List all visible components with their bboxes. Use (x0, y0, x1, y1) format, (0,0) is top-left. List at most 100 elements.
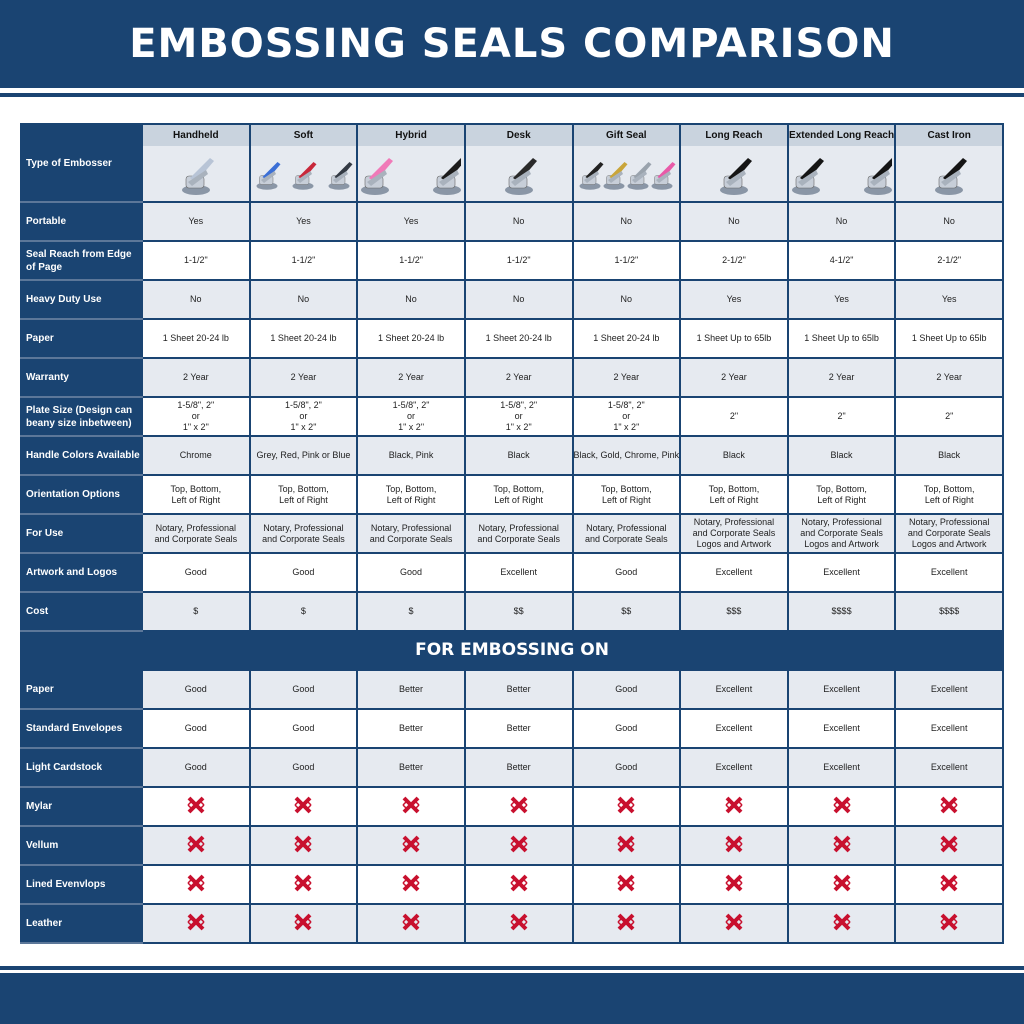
value-cell: Better (356, 708, 466, 749)
not-supported-cell (571, 786, 682, 827)
gift-seal-embosser-image (571, 146, 682, 203)
red-x-icon (187, 913, 205, 933)
not-supported-cell (141, 864, 251, 905)
value-cell: Excellent (786, 669, 897, 710)
red-x-icon (725, 796, 743, 816)
red-x-icon (402, 874, 420, 894)
value-cell: 2 Year (786, 357, 897, 398)
value-cell: Good (141, 669, 251, 710)
value-cell: Excellent (894, 708, 1004, 749)
not-supported-cell (894, 903, 1004, 944)
value-cell: Good (141, 747, 251, 788)
not-supported-cell (786, 864, 897, 905)
not-supported-cell (141, 786, 251, 827)
red-x-icon (833, 874, 851, 894)
value-cell: Better (463, 747, 574, 788)
divider (0, 966, 1024, 970)
not-supported-cell (786, 825, 897, 866)
value-cell: No (894, 201, 1004, 242)
header-banner: EMBOSSING SEALS COMPARISON (0, 0, 1024, 88)
red-x-icon (294, 874, 312, 894)
red-x-icon (510, 796, 528, 816)
value-cell: Excellent (894, 552, 1004, 593)
value-cell: Yes (786, 279, 897, 320)
value-cell: Top, Bottom, Left of Right (248, 474, 359, 515)
value-cell: Grey, Red, Pink or Blue (248, 435, 359, 476)
value-cell: Excellent (679, 669, 789, 710)
value-cell: Notary, Professional and Corporate Seals (463, 513, 574, 554)
value-cell: Good (571, 669, 682, 710)
value-cell: 2 Year (141, 357, 251, 398)
not-supported-cell (356, 864, 466, 905)
value-cell: $$$ (679, 591, 789, 632)
value-cell: Better (356, 669, 466, 710)
not-supported-cell (894, 786, 1004, 827)
value-cell: $$ (571, 591, 682, 632)
value-cell: Black (894, 435, 1004, 476)
value-cell: 1 Sheet 20-24 lb (356, 318, 466, 359)
value-cell: No (571, 279, 682, 320)
table-row-paper: Paper Good Good Better Better Good Excellent Ex… (20, 669, 1004, 710)
value-cell: No (463, 201, 574, 242)
value-cell: 1 Sheet 20-24 lb (248, 318, 359, 359)
red-x-icon (617, 796, 635, 816)
value-cell: 2 Year (356, 357, 466, 398)
row-label: Seal Reach from Edge of Page (20, 240, 143, 281)
row-label: Artwork and Logos (20, 552, 143, 593)
not-supported-cell (571, 903, 682, 944)
value-cell: 1 Sheet Up to 65lb (679, 318, 789, 359)
row-label: Light Cardstock (20, 747, 143, 788)
not-supported-cell (463, 825, 574, 866)
red-x-icon (833, 796, 851, 816)
not-supported-cell (463, 903, 574, 944)
value-cell: Black (679, 435, 789, 476)
red-x-icon (510, 913, 528, 933)
value-cell: 2" (894, 396, 1004, 437)
value-cell: Top, Bottom, Left of Right (356, 474, 466, 515)
not-supported-cell (356, 825, 466, 866)
not-supported-cell (571, 825, 682, 866)
value-cell: 2 Year (248, 357, 359, 398)
handheld-embosser-image (141, 146, 251, 203)
value-cell: 2 Year (571, 357, 682, 398)
row-label: Vellum (20, 825, 143, 866)
red-x-icon (187, 835, 205, 855)
divider (0, 93, 1024, 97)
value-cell: Excellent (679, 747, 789, 788)
not-supported-cell (679, 786, 789, 827)
value-cell: Notary, Professional and Corporate Seals (356, 513, 466, 554)
red-x-icon (725, 835, 743, 855)
value-cell: Notary, Professional and Corporate Seals… (786, 513, 897, 554)
value-cell: 1-1/2" (248, 240, 359, 281)
value-cell: 1-1/2" (463, 240, 574, 281)
not-supported-cell (141, 825, 251, 866)
value-cell: Excellent (894, 747, 1004, 788)
table-row-for-use: For Use Notary, Professional and Corporat… (20, 513, 1004, 554)
red-x-icon (402, 913, 420, 933)
row-label: Paper (20, 318, 143, 359)
not-supported-cell (894, 825, 1004, 866)
red-x-icon (294, 796, 312, 816)
value-cell: Notary, Professional and Corporate Seals (571, 513, 682, 554)
hybrid-embosser-image (356, 146, 466, 203)
red-x-icon (833, 835, 851, 855)
value-cell: Excellent (786, 708, 897, 749)
row-label: Portable (20, 201, 143, 242)
column-header-hybrid: Hybrid (356, 123, 466, 146)
soft-embosser-image (248, 146, 359, 203)
value-cell: Good (141, 708, 251, 749)
value-cell: 1-1/2" (571, 240, 682, 281)
table-row-plate-size-design-can-beany-size-inbetween: Plate Size (Design can beany size inbetw… (20, 396, 1004, 437)
desk-embosser-image (463, 146, 574, 203)
value-cell: 1-1/2" (356, 240, 466, 281)
not-supported-cell (786, 786, 897, 827)
value-cell: Excellent (463, 552, 574, 593)
value-cell: Black, Gold, Chrome, Pink (571, 435, 682, 476)
value-cell: 1-5/8", 2" or 1" x 2" (248, 396, 359, 437)
table-row-orientation-options: Orientation Options Top, Bottom, Left of … (20, 474, 1004, 515)
table-row-standard-envelopes: Standard Envelopes Good Good Better Better Go… (20, 708, 1004, 749)
value-cell: Notary, Professional and Corporate Seals (248, 513, 359, 554)
value-cell: Yes (679, 279, 789, 320)
table-row-heavy-duty-use: Heavy Duty Use No No No No No Yes Yes Yes (20, 279, 1004, 320)
table-row-mylar: Mylar (20, 786, 1004, 827)
